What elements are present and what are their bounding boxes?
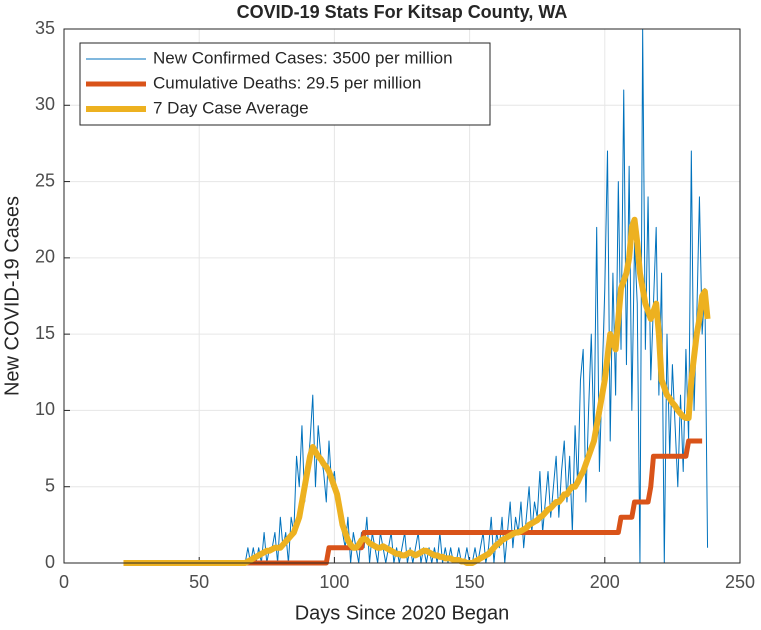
y-tick-label: 15 <box>35 323 55 343</box>
y-tick-label: 30 <box>35 94 55 114</box>
y-tick-label: 5 <box>45 475 55 495</box>
x-tick-label: 150 <box>455 572 485 592</box>
chart-title: COVID-19 Stats For Kitsap County, WA <box>237 2 568 22</box>
x-tick-label: 50 <box>189 572 209 592</box>
y-tick-label: 20 <box>35 247 55 267</box>
legend-label: New Confirmed Cases: 3500 per million <box>153 48 453 67</box>
plot-frame <box>63 28 741 564</box>
y-tick-label: 25 <box>35 170 55 190</box>
x-tick-label: 250 <box>725 572 755 592</box>
legend: New Confirmed Cases: 3500 per million Cum… <box>79 42 491 126</box>
y-tick-label: 0 <box>45 552 55 572</box>
legend-label: 7 Day Case Average <box>153 98 309 117</box>
legend-box <box>79 42 491 126</box>
x-tick-label: 200 <box>590 572 620 592</box>
y-axis-label: New COVID-19 Cases <box>1 196 23 396</box>
y-tick-label: 10 <box>35 399 55 419</box>
legend-label: Cumulative Deaths: 29.5 per million <box>153 73 421 92</box>
y-tick-label: 35 <box>35 18 55 38</box>
x-axis-label: Days Since 2020 Began <box>295 602 510 624</box>
x-tick-label: 100 <box>319 572 349 592</box>
x-tick-label: 0 <box>59 572 69 592</box>
